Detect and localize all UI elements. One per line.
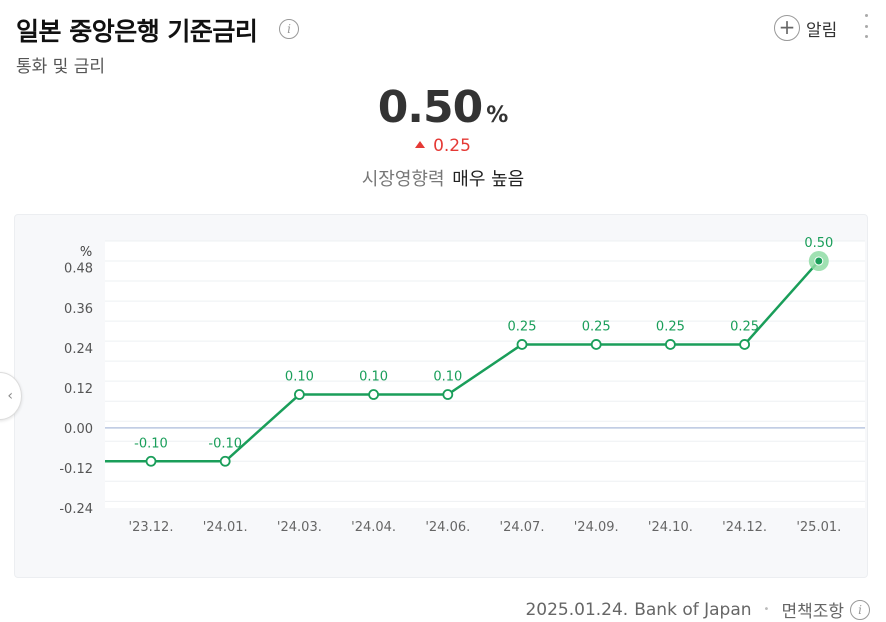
- rate-line-chart: % 0.48 0.36 0.24 0.12 0.00 -0.12 -0.24 '23.12. '2…: [59, 236, 865, 535]
- rate-change-value: 0.25: [433, 136, 471, 156]
- y-tick-label: 0.12: [64, 382, 93, 397]
- current-rate: 0.50%: [0, 82, 886, 133]
- x-tick-label: '24.06.: [425, 520, 470, 535]
- y-tick-label: 0.48: [64, 262, 93, 277]
- chevron-left-icon: ‹: [7, 388, 13, 404]
- update-date: 2025.01.24.: [525, 599, 629, 620]
- data-source: Bank of Japan: [634, 599, 752, 620]
- info-icon[interactable]: i: [279, 19, 299, 39]
- footer: 2025.01.24. Bank of Japan • 면책조항 i: [525, 597, 870, 622]
- page-title: 일본 중앙은행 기준금리: [16, 17, 258, 46]
- separator-dot-icon: •: [763, 604, 770, 615]
- data-label: 0.50: [804, 236, 833, 251]
- market-impact-value: 매우 높음: [452, 169, 525, 190]
- x-tick-label: '23.12.: [129, 520, 174, 535]
- data-label: 0.25: [508, 319, 537, 334]
- x-tick-label: '24.10.: [648, 520, 693, 535]
- y-tick-label: -0.12: [59, 462, 93, 477]
- data-point: [442, 389, 454, 400]
- plus-icon: +: [774, 15, 800, 41]
- data-label: 0.10: [433, 370, 462, 385]
- data-label: 0.10: [285, 370, 314, 385]
- data-label: 0.25: [656, 319, 685, 334]
- x-tick-label: '24.07.: [500, 520, 545, 535]
- data-label: -0.10: [134, 436, 168, 451]
- data-label: 0.25: [730, 319, 759, 334]
- market-impact: 시장영향력 매우 높음: [0, 165, 886, 191]
- data-point: [665, 339, 676, 350]
- alarm-label: 알림: [806, 20, 838, 41]
- triangle-up-icon: [415, 141, 426, 148]
- data-point: [145, 455, 157, 467]
- y-tick-label: 0.36: [64, 302, 93, 317]
- x-tick-label: '24.04.: [351, 520, 396, 535]
- data-point: [368, 389, 380, 400]
- data-label: 0.10: [359, 370, 388, 385]
- market-impact-label: 시장영향력: [361, 169, 445, 190]
- data-label: 0.25: [582, 319, 611, 334]
- data-point: [590, 339, 602, 350]
- data-point: [739, 339, 750, 350]
- data-label: -0.10: [208, 436, 242, 451]
- disclaimer-link[interactable]: 면책조항: [781, 602, 844, 622]
- plot-area: [105, 241, 865, 508]
- data-point: [293, 389, 305, 400]
- y-tick-label: -0.24: [59, 502, 93, 517]
- more-options-icon[interactable]: [860, 14, 872, 38]
- data-point: [814, 256, 824, 266]
- data-point: [219, 455, 231, 467]
- y-tick-label: 0.24: [64, 342, 93, 357]
- current-rate-value: 0.50: [377, 82, 484, 133]
- y-tick-label: 0.00: [64, 422, 93, 437]
- x-tick-label: '24.01.: [203, 520, 248, 535]
- rate-change: 0.25: [0, 136, 886, 156]
- data-point: [516, 339, 528, 350]
- category-subtitle: 통화 및 금리: [16, 57, 106, 77]
- x-tick-label: '24.03.: [277, 520, 322, 535]
- x-tick-label: '25.01.: [796, 520, 841, 535]
- alarm-button[interactable]: + 알림: [774, 14, 837, 42]
- x-tick-label: '24.12.: [722, 520, 767, 535]
- x-tick-label: '24.09.: [574, 520, 619, 535]
- info-icon[interactable]: i: [850, 599, 870, 620]
- current-rate-unit: %: [486, 103, 509, 128]
- y-axis-label: %: [80, 245, 92, 260]
